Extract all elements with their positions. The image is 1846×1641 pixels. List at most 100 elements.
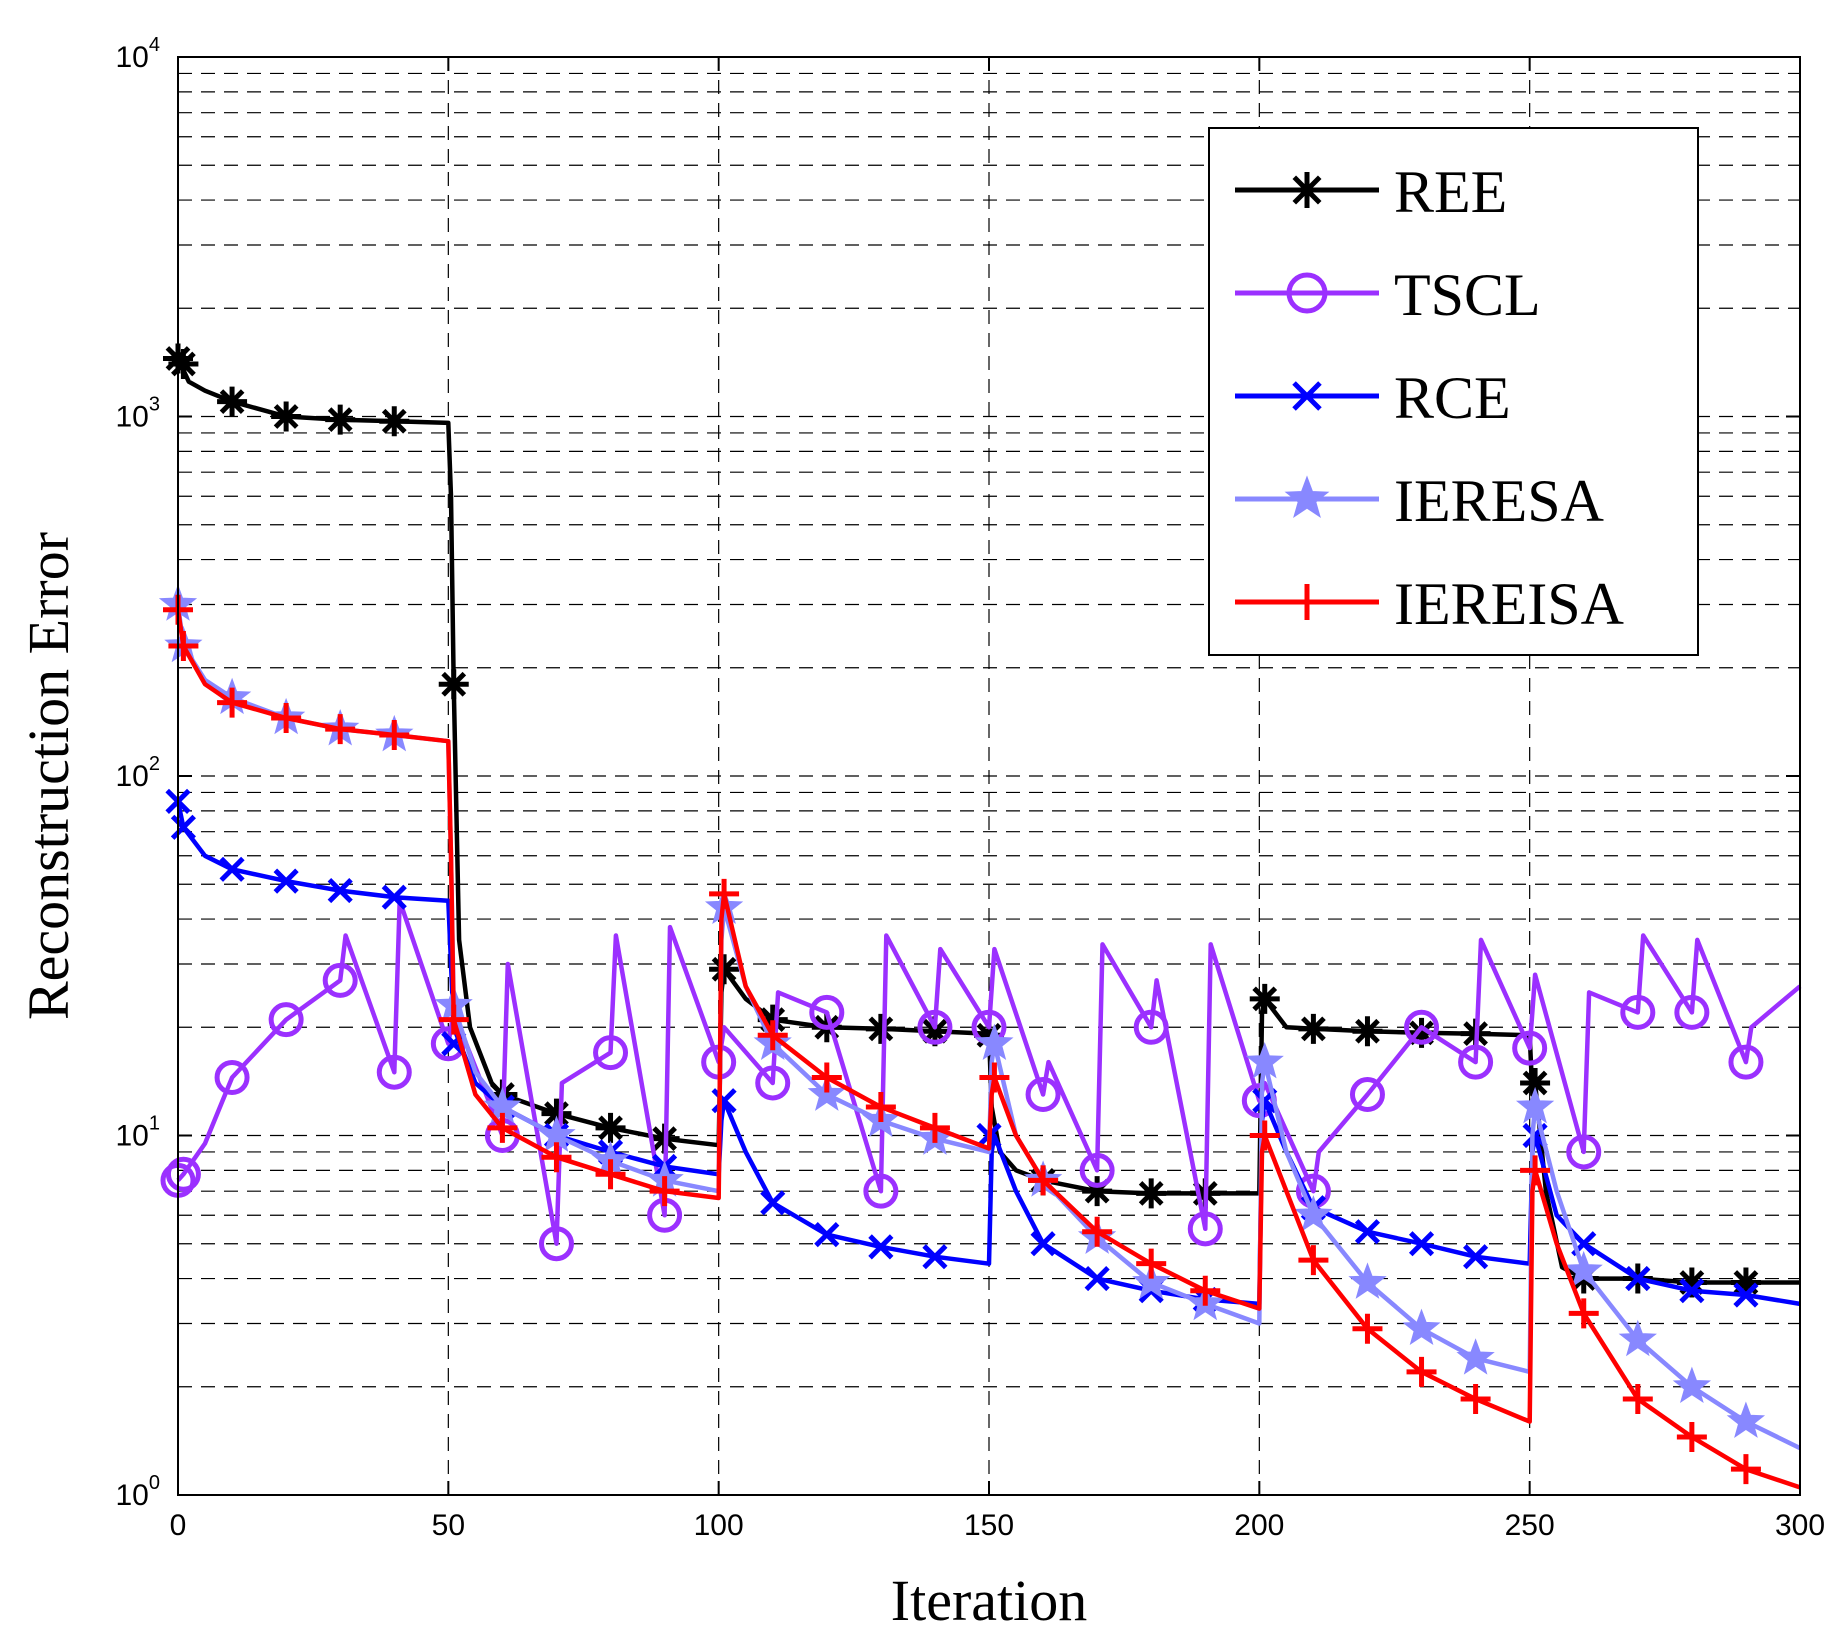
data-point-rce — [1408, 1231, 1435, 1257]
x-tick-label: 100 — [694, 1509, 744, 1542]
legend-item-tscl: TSCL — [1235, 262, 1541, 328]
data-point-ree — [974, 1020, 1004, 1051]
data-point-tscl — [755, 1065, 791, 1101]
data-point-ree — [1406, 1017, 1437, 1048]
data-point-ieresa — [1564, 1250, 1603, 1288]
data-point-tscl — [538, 1226, 574, 1262]
data-point-iereisa — [649, 1176, 680, 1207]
data-point-iereisa — [271, 702, 302, 733]
data-point-rce — [760, 1190, 786, 1216]
data-point-ree — [919, 1016, 950, 1047]
data-point-ree — [709, 954, 740, 985]
legend-label: RCE — [1394, 365, 1511, 431]
data-point-iereisa — [1190, 1275, 1221, 1306]
x-tick-label: 50 — [432, 1509, 465, 1542]
series-iereisa — [163, 594, 1801, 1490]
data-point-tscl — [1566, 1134, 1602, 1170]
plot-series — [158, 343, 1802, 1490]
data-point-ieresa — [1672, 1366, 1712, 1404]
y-tick-label: 104 — [116, 34, 161, 74]
data-point-rce — [868, 1234, 894, 1260]
y-tick-label: 101 — [116, 1113, 161, 1153]
data-point-iereisa — [919, 1112, 950, 1143]
data-point-ieresa — [1726, 1401, 1766, 1438]
data-point-rce — [1625, 1265, 1651, 1292]
data-point-tscl — [917, 1009, 953, 1045]
data-point-ieresa — [807, 1074, 846, 1111]
data-point-iereisa — [1082, 1216, 1113, 1247]
data-point-tscl — [1512, 1030, 1548, 1066]
data-point-ree — [325, 404, 356, 435]
data-point-tscl — [863, 1173, 899, 1209]
data-point-tscl — [1404, 1009, 1440, 1045]
data-point-rce — [327, 878, 353, 904]
data-point-ree — [379, 406, 410, 437]
data-point-ieresa — [1294, 1195, 1333, 1232]
series-tscl — [160, 898, 1802, 1262]
x-tick-label: 300 — [1775, 1509, 1825, 1542]
data-point-rce — [1354, 1219, 1381, 1245]
data-point-ree — [1352, 1016, 1383, 1047]
data-point-ieresa — [1132, 1262, 1171, 1299]
data-point-rce — [922, 1244, 948, 1270]
data-point-iereisa — [1460, 1383, 1491, 1414]
data-point-ree — [541, 1098, 572, 1129]
data-point-iereisa — [438, 1004, 469, 1035]
data-point-iereisa — [1249, 1120, 1280, 1151]
data-point-iereisa — [379, 720, 410, 751]
series-line-iereisa — [175, 609, 1801, 1490]
data-point-ree — [168, 348, 199, 379]
data-point-iereisa — [1136, 1248, 1167, 1279]
y-tick-label: 100 — [116, 1472, 161, 1512]
x-tick-label: 0 — [170, 1509, 187, 1542]
data-point-rce — [1084, 1265, 1110, 1292]
data-point-iereisa — [217, 687, 248, 718]
legend-item-rce: RCE — [1235, 365, 1511, 431]
data-point-iereisa — [1730, 1454, 1761, 1485]
data-point-iereisa — [1622, 1383, 1653, 1414]
data-point-rce — [1679, 1278, 1705, 1304]
legend-label: TSCL — [1394, 262, 1541, 328]
legend-label: IEREISA — [1394, 571, 1624, 637]
data-point-tscl — [593, 1035, 629, 1071]
data-point-ree — [271, 401, 302, 432]
data-point-iereisa — [757, 1020, 788, 1051]
axis-ticks: 0 50 100 150 200 250 300 100 101 102 103 104 — [116, 34, 1826, 1542]
data-point-rce — [1463, 1244, 1489, 1270]
data-point-rce — [273, 868, 299, 894]
legend-item-ree: REE — [1235, 159, 1507, 225]
data-point-rce — [219, 856, 245, 882]
data-point-iereisa — [541, 1142, 572, 1173]
data-point-rce — [170, 814, 196, 840]
data-point-iereisa — [979, 1062, 1010, 1093]
data-point-rce — [381, 884, 407, 910]
legend: REE TSCL RCE IERESA IEREISA — [1208, 127, 1699, 656]
data-point-tscl — [1620, 994, 1656, 1030]
y-axis-title: Reconstruction Error — [16, 532, 81, 1020]
data-point-tscl — [165, 1156, 201, 1192]
data-point-ieresa — [1402, 1308, 1441, 1346]
data-point-iereisa — [1352, 1313, 1383, 1344]
y-tick-label: 103 — [116, 394, 161, 434]
data-point-rce — [1030, 1231, 1056, 1257]
data-point-ree — [1136, 1178, 1167, 1209]
data-point-ieresa — [1348, 1262, 1387, 1299]
x-tick-label: 250 — [1505, 1509, 1555, 1542]
data-point-tscl — [1728, 1044, 1764, 1080]
x-tick-label: 200 — [1234, 1509, 1284, 1542]
legend-marker-ree — [1289, 172, 1325, 208]
data-point-rce — [711, 1088, 737, 1114]
data-point-tscl — [1349, 1077, 1385, 1113]
data-point-tscl — [322, 962, 358, 998]
data-point-ree — [757, 1004, 788, 1035]
data-point-ree — [1298, 1013, 1329, 1044]
data-point-tscl — [430, 1026, 466, 1062]
data-point-ree — [865, 1013, 896, 1044]
data-point-ree — [1730, 1267, 1761, 1298]
y-tick-label: 102 — [116, 753, 161, 793]
x-axis-title: Iteration — [891, 1568, 1087, 1633]
data-point-tscl — [1674, 994, 1710, 1030]
data-point-iereisa — [595, 1159, 626, 1190]
legend-marker-tscl — [1286, 272, 1328, 314]
